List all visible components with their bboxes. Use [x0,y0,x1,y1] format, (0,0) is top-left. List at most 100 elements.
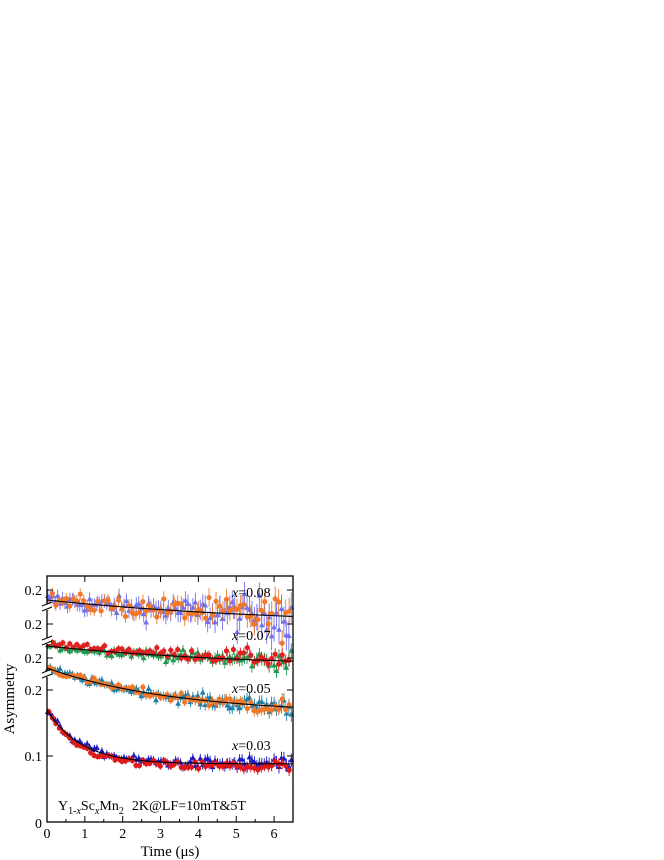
point-lf10mt-0-28 [113,609,120,616]
point-lf5t-0-62 [262,599,268,605]
point-lf5t-1-30 [150,650,156,656]
point-lf5t-3-53 [230,760,237,766]
point-lf5t-0-54 [234,606,240,612]
point-lf10mt-0-57 [185,600,191,607]
point-lf5t-0-56 [241,602,247,608]
y-axis-label: Asymmetry [2,663,18,734]
point-lf10mt-0-64 [202,602,209,608]
point-lf5t-0-43 [196,607,202,613]
y-tick-label-0: 0 [35,817,42,832]
point-lf5t-3-29 [147,760,153,766]
y-tick-label-5: 0.2 [25,584,43,599]
curve-label-0: x=0.08 [231,586,271,601]
point-lf5t-2-67 [279,696,285,702]
point-lf10mt-1-54 [177,651,184,657]
point-lf10mt-2-5 [57,665,63,671]
point-lf10mt-0-90 [266,614,273,620]
point-lf5t-1-16 [102,643,108,649]
x-tick-label-4: 4 [195,827,202,842]
point-lf10mt-0-17 [86,595,93,602]
point-lf10mt-0-98 [285,632,292,638]
point-lf5t-2-57 [244,705,250,712]
point-lf5t-1-35 [168,647,174,653]
axis-break-mark-a-0 [41,601,53,607]
point-lf10mt-1-12 [74,647,81,653]
point-lf5t-3-32 [157,763,163,769]
point-lf10mt-0-66 [207,614,214,621]
point-lf5t-0-69 [286,608,292,614]
point-lf5t-1-67 [279,652,285,658]
point-lf5t-0-21 [119,606,125,612]
point-lf10mt-3-84 [251,758,258,765]
curve-label-2: x=0.05 [231,682,271,697]
point-lf5t-0-63 [265,621,271,627]
point-lf10mt-0-88 [261,609,268,615]
point-lf5t-0-60 [255,616,261,623]
point-lf5t-3-26 [136,762,143,769]
point-lf10mt-0-94 [276,626,282,632]
point-lf10mt-3-79 [239,756,245,762]
point-lf10mt-1-34 [128,653,135,659]
curve-label-3: x=0.03 [231,739,271,754]
point-lf10mt-2-61 [194,692,201,698]
y-tick-label-4: 0.2 [25,618,43,633]
point-lf10mt-2-97 [283,710,290,716]
point-lf10mt-1-93 [273,667,280,673]
point-lf5t-2-24 [129,684,136,690]
point-lf5t-2-20 [115,682,122,688]
y-tick-label-3: 0.2 [25,652,43,667]
point-lf5t-0-33 [161,596,167,602]
point-lf10mt-0-40 [143,619,150,625]
point-lf5t-0-38 [178,601,184,607]
point-lf5t-3-24 [129,757,136,763]
point-lf10mt-0-29 [116,592,122,598]
point-lf5t-1-56 [241,650,247,656]
point-lf5t-0-50 [220,608,226,614]
point-lf10mt-1-26 [108,652,115,659]
point-lf10mt-1-39 [140,654,147,661]
axis-break-gap-0 [43,604,51,610]
point-lf5t-0-26 [136,609,143,616]
point-lf5t-1-51 [223,648,230,654]
point-lf10mt-3-22 [98,747,105,754]
point-lf5t-3-41 [189,764,195,770]
point-lf10mt-1-97 [283,664,290,670]
point-lf10mt-0-56 [182,597,189,603]
point-lf5t-0-61 [258,607,264,613]
point-lf10mt-2-38 [138,693,145,699]
point-lf5t-0-44 [199,610,205,616]
point-lf10mt-2-22 [98,676,105,682]
point-lf10mt-0-60 [192,599,199,605]
x-tick-label-2: 2 [119,827,126,842]
point-lf5t-0-64 [269,610,275,617]
point-lf5t-1-50 [220,655,226,661]
point-lf10mt-1-21 [96,649,103,655]
point-lf5t-2-66 [276,706,282,712]
axis-ticks [46,576,293,823]
point-lf5t-0-22 [122,613,129,620]
fit-curve-2 [46,667,294,708]
point-lf10mt-2-36 [133,685,140,691]
point-lf10mt-0-91 [268,633,275,639]
point-lf5t-0-66 [276,599,282,605]
point-lf10mt-0-68 [212,619,218,625]
point-lf10mt-1-94 [276,653,282,659]
axis-break-gap-1 [43,638,51,644]
point-lf5t-1-63 [265,661,271,667]
point-lf5t-0-49 [216,603,223,609]
point-lf10mt-0-32 [123,597,130,604]
point-lf5t-1-6 [67,641,73,647]
point-lf10mt-1-48 [162,658,169,664]
point-lf10mt-1-61 [194,649,201,655]
point-lf10mt-2-78 [236,704,243,711]
x-tick-label-6: 6 [271,827,278,842]
point-lf5t-0-39 [182,615,188,621]
point-lf10mt-2-75 [229,704,236,711]
point-lf5t-3-69 [286,767,292,773]
point-lf5t-1-11 [84,641,90,647]
point-lf5t-3-3 [56,725,62,731]
axis-break-mark-b-2 [41,673,53,679]
point-lf5t-0-27 [140,598,146,605]
point-lf10mt-0-39 [140,611,147,617]
